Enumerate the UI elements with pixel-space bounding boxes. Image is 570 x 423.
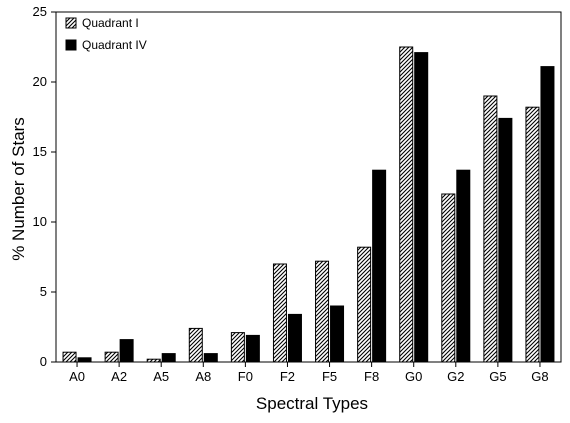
legend-label-quadrant-i: Quadrant I <box>82 16 139 30</box>
bar-quadrant-i-f5 <box>315 260 330 363</box>
bar-quadrant-iv-a0 <box>77 357 92 363</box>
bar-quadrant-i-f0 <box>230 332 245 363</box>
bar-quadrant-iv-g2 <box>456 169 471 363</box>
x-tick-label-g8: G8 <box>531 369 548 384</box>
x-tick-label-f5: F5 <box>322 369 337 384</box>
bar-quadrant-i-a5 <box>146 358 161 363</box>
x-tick-label-f8: F8 <box>364 369 379 384</box>
bar-quadrant-i-a2 <box>104 351 119 363</box>
plot-border <box>55 11 562 363</box>
bar-quadrant-i-g5 <box>483 95 498 363</box>
bar-quadrant-i-g8 <box>525 106 540 363</box>
bar-quadrant-iv-f2 <box>287 313 302 363</box>
legend-swatch-quadrant-iv <box>65 39 77 51</box>
bar-quadrant-i-a8 <box>188 327 203 363</box>
legend-label-quadrant-iv: Quadrant IV <box>82 38 147 52</box>
bar-quadrant-i-g2 <box>441 193 456 363</box>
x-tick-label-a0: A0 <box>69 369 85 384</box>
x-tick-label-g2: G2 <box>447 369 464 384</box>
y-tick-label: 0 <box>40 354 47 369</box>
bar-quadrant-i-f2 <box>272 263 287 363</box>
bar-quadrant-iv-f0 <box>245 334 260 363</box>
bar-quadrant-iv-f8 <box>372 169 387 363</box>
bar-quadrant-i-g0 <box>399 46 414 363</box>
y-tick-label: 5 <box>40 284 47 299</box>
y-tick-label: 10 <box>33 214 47 229</box>
y-tick-label: 20 <box>33 74 47 89</box>
legend-swatch-quadrant-i <box>65 17 77 29</box>
x-tick-label-f0: F0 <box>238 369 253 384</box>
bar-quadrant-iv-g0 <box>414 52 429 363</box>
bar-quadrant-iv-g8 <box>540 66 555 363</box>
y-tick-label: 25 <box>33 4 47 19</box>
x-tick-label-a5: A5 <box>153 369 169 384</box>
y-tick-label: 15 <box>33 144 47 159</box>
legend: Quadrant I Quadrant IV <box>65 16 147 52</box>
bar-quadrant-i-f8 <box>357 246 372 363</box>
plot-frame <box>55 11 562 363</box>
y-axis: 0 5 10 15 20 25 <box>33 4 56 369</box>
bar-quadrant-i-a0 <box>62 351 77 363</box>
x-tick-label-g5: G5 <box>489 369 506 384</box>
x-tick-label-f2: F2 <box>280 369 295 384</box>
x-axis: A0 A2 A5 A8 F0 F2 F5 F8 G0 G2 G5 G8 <box>69 362 549 384</box>
bar-quadrant-iv-a2 <box>119 339 134 363</box>
x-tick-label-a8: A8 <box>195 369 211 384</box>
bar-quadrant-iv-a8 <box>203 353 218 363</box>
x-tick-label-a2: A2 <box>111 369 127 384</box>
bars <box>62 46 555 363</box>
x-axis-title: Spectral Types <box>256 394 368 413</box>
x-tick-label-g0: G0 <box>405 369 422 384</box>
y-axis-title: % Number of Stars <box>9 117 28 261</box>
bar-quadrant-iv-a5 <box>161 353 176 363</box>
bar-quadrant-iv-f5 <box>330 305 345 363</box>
bar-quadrant-iv-g5 <box>498 117 513 363</box>
